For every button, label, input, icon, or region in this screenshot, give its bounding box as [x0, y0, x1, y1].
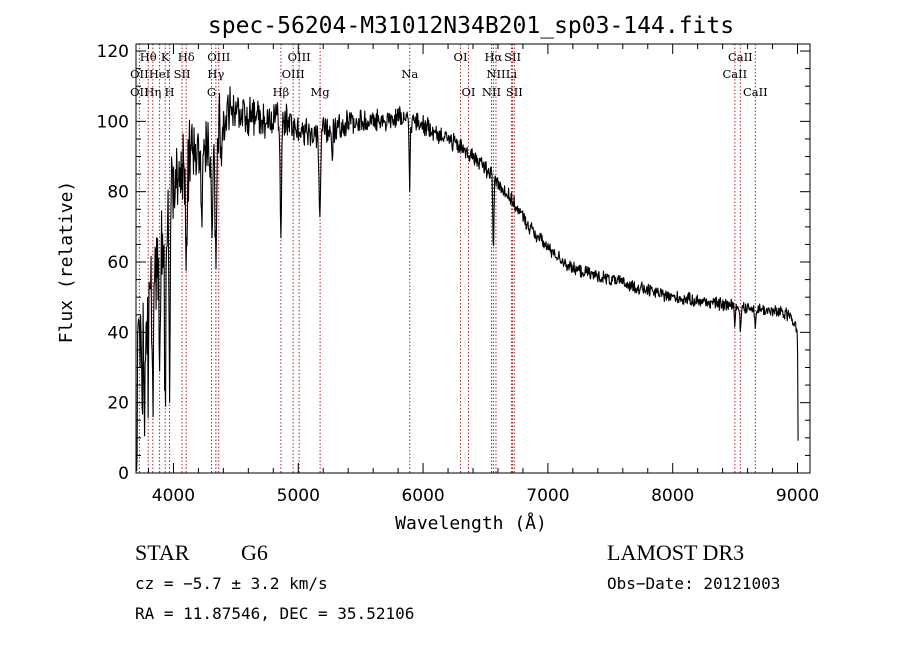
- x-tick-label: 8000: [651, 486, 694, 506]
- y-tick-label: 80: [107, 183, 129, 203]
- object-subclass: G6: [241, 540, 268, 565]
- x-tick-label: 7000: [526, 486, 569, 506]
- line-label: CaII: [728, 50, 753, 64]
- object-class: STAR: [135, 540, 190, 565]
- line-label: Li: [506, 67, 518, 81]
- line-label: G: [207, 85, 216, 99]
- line-label: SII: [504, 50, 521, 64]
- line-label: OI: [462, 85, 476, 99]
- spectrum-line: [136, 86, 799, 472]
- y-tick-label: 100: [97, 112, 129, 132]
- line-label: Hα: [484, 50, 502, 64]
- y-tick-label: 20: [107, 394, 129, 414]
- line-label: Hδ: [178, 50, 195, 64]
- line-label: HeI: [149, 67, 170, 81]
- y-axis: 0 20 40 60 80 100 120: [97, 42, 810, 484]
- y-tick-label: 40: [107, 323, 129, 343]
- y-axis-label: Flux (relative): [56, 181, 77, 344]
- line-label: CaII: [722, 67, 747, 81]
- line-label: OIII: [282, 67, 305, 81]
- line-label: K: [161, 50, 170, 64]
- line-label: CaII: [743, 85, 768, 99]
- line-label: Mg: [311, 85, 331, 99]
- line-label: Hη: [144, 85, 161, 99]
- x-tick-label: 5000: [277, 486, 320, 506]
- x-tick-label: 4000: [152, 486, 195, 506]
- line-label: Hβ: [273, 85, 290, 99]
- y-tick-label: 0: [118, 464, 129, 484]
- line-label: SII: [506, 85, 523, 99]
- line-label: Na: [401, 67, 418, 81]
- line-label: SII: [174, 67, 191, 81]
- line-label: OIII: [288, 50, 311, 64]
- line-label: OI: [454, 50, 468, 64]
- y-tick-label: 60: [107, 253, 129, 273]
- line-label: OII: [130, 85, 149, 99]
- sky-coordinates: RA = 11.87546, DEC = 35.52106: [135, 604, 415, 623]
- y-tick-label: 120: [97, 42, 129, 62]
- line-label: H: [165, 85, 175, 99]
- line-label: NII: [486, 67, 505, 81]
- x-axis: 4000 5000 6000 7000 8000 9000: [147, 44, 819, 506]
- line-label: OII: [130, 67, 149, 81]
- observation-date: Obs−Date: 20121003: [607, 574, 781, 593]
- x-axis-label: Wavelength (Å): [395, 512, 547, 534]
- line-label: Hθ: [140, 50, 157, 64]
- line-label: Hγ: [207, 67, 224, 81]
- redshift-value: cz = −5.7 ± 3.2 km/s: [135, 574, 328, 593]
- chart-title: spec-56204-M31012N34B201_sp03-144.fits: [208, 13, 734, 39]
- survey-name: LAMOST DR3: [607, 540, 745, 565]
- x-tick-label: 6000: [401, 486, 444, 506]
- line-label: NII: [482, 85, 501, 99]
- line-label: OIII: [207, 50, 230, 64]
- x-tick-label: 9000: [776, 486, 819, 506]
